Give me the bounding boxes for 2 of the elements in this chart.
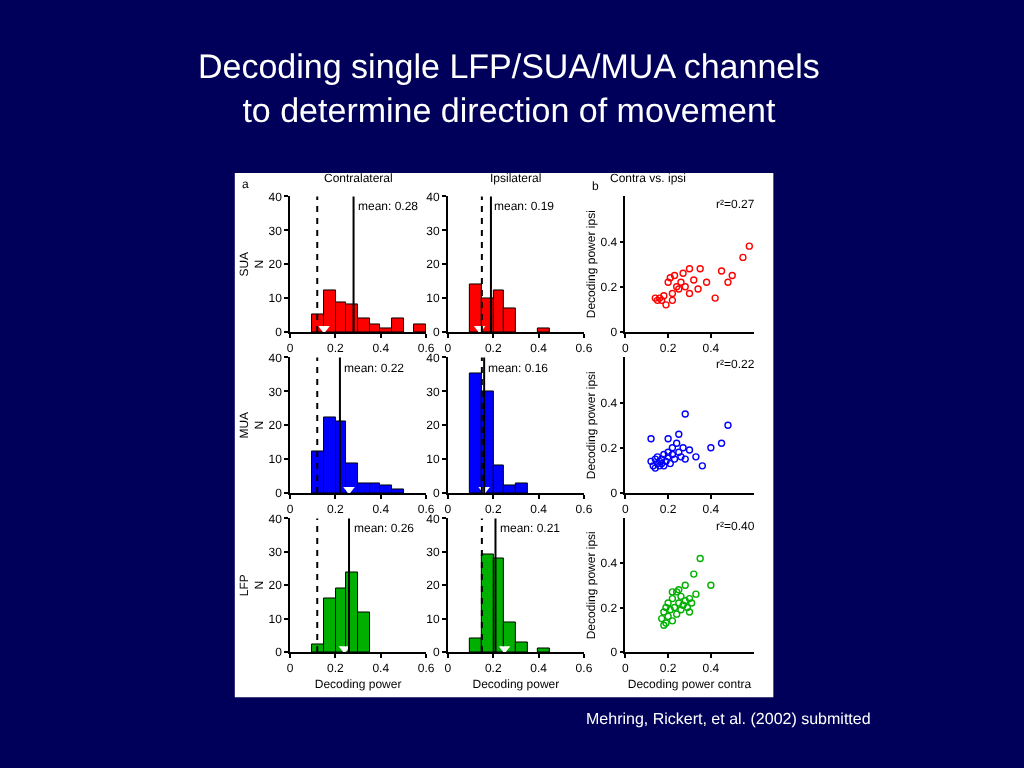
text: Decoding single LFP/SUA/MUA channels to determine direction of movement bbox=[198, 48, 820, 131]
text: Mehring, Rickert, et al. (2002) submitted bbox=[586, 710, 871, 728]
